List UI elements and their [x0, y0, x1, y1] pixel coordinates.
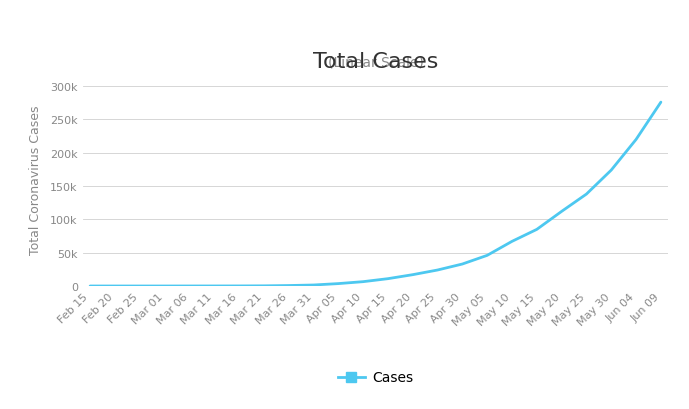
Text: (Linear Scale): (Linear Scale)	[327, 55, 424, 70]
Legend: Cases: Cases	[332, 365, 419, 390]
Title: Total Cases: Total Cases	[313, 52, 438, 72]
Y-axis label: Total Coronavirus Cases: Total Coronavirus Cases	[29, 106, 42, 254]
